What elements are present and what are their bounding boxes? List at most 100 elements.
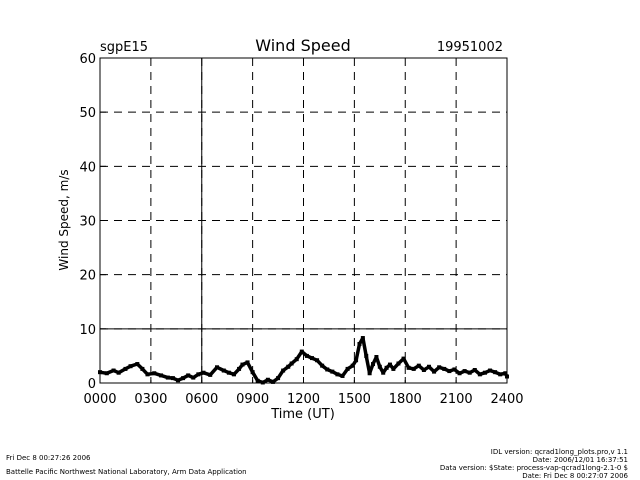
- footer-institution: Battelle Pacific Northwest National Labo…: [6, 468, 247, 476]
- wind-speed-point: [123, 366, 128, 371]
- wind-speed-point: [335, 372, 340, 377]
- wind-speed-point: [396, 361, 401, 366]
- wind-speed-point: [104, 371, 109, 376]
- wind-speed-point: [377, 364, 382, 369]
- wind-speed-point: [467, 370, 472, 375]
- grid-lines: [100, 58, 507, 383]
- wind-speed-point: [281, 368, 286, 373]
- wind-speed-point: [170, 376, 175, 381]
- wind-speed-point: [462, 369, 467, 374]
- x-tick-label: 0600: [185, 392, 218, 407]
- y-tick-label: 10: [79, 323, 96, 338]
- x-tick-label: 2400: [490, 392, 523, 407]
- x-tick-label: 1800: [389, 392, 422, 407]
- y-tick-label: 20: [79, 269, 96, 284]
- wind-speed-point: [215, 365, 220, 370]
- wind-speed-point: [325, 367, 330, 372]
- wind-speed-point: [315, 358, 320, 363]
- wind-speed-point: [128, 364, 133, 369]
- wind-speed-point: [360, 336, 365, 341]
- wind-speed-point: [159, 373, 164, 378]
- wind-speed-point: [411, 366, 416, 371]
- wind-speed-point: [309, 356, 314, 361]
- wind-speed-point: [387, 362, 392, 367]
- wind-speed-point: [270, 379, 275, 384]
- wind-speed-point: [289, 361, 294, 366]
- wind-speed-point: [135, 362, 140, 367]
- wind-speed-point: [226, 370, 231, 375]
- footer-data-version: Data version: $State: process-vap-qcrad1…: [439, 464, 628, 472]
- wind-speed-point: [304, 353, 309, 358]
- wind-speed-point: [320, 363, 325, 368]
- wind-speed-point: [381, 370, 386, 375]
- wind-speed-point: [286, 364, 291, 369]
- wind-speed-point: [255, 378, 260, 383]
- x-tick-label: 2100: [440, 392, 473, 407]
- y-tick-label: 40: [79, 160, 96, 175]
- wind-speed-point: [457, 371, 462, 376]
- wind-speed-point: [176, 378, 181, 383]
- wind-speed-point: [452, 367, 457, 372]
- wind-speed-point: [340, 373, 345, 378]
- wind-speed-point: [426, 364, 431, 369]
- wind-speed-point: [442, 366, 447, 371]
- footer-idl-version: IDL version: qcrad1long_plots.pro,v 1.1: [490, 448, 628, 456]
- footer-timestamp: Fri Dec 8 00:27:26 2006: [6, 454, 91, 462]
- wind-speed-point: [364, 353, 369, 358]
- wind-speed-point: [140, 366, 145, 371]
- wind-speed-point: [345, 366, 350, 371]
- wind-speed-point: [503, 371, 508, 376]
- footer-idl-date: Date: 2006/12/01 16:37:51: [532, 456, 628, 464]
- wind-speed-point: [498, 372, 503, 377]
- x-tick-label: 0300: [134, 392, 167, 407]
- y-tick-label: 30: [79, 215, 96, 230]
- wind-speed-point: [260, 380, 265, 385]
- wind-speed-point: [354, 358, 359, 363]
- wind-speed-point: [374, 355, 379, 359]
- wind-speed-point: [384, 365, 389, 370]
- x-tick-label: 0000: [83, 392, 116, 407]
- wind-speed-point: [488, 368, 493, 373]
- wind-speed-point: [196, 372, 201, 377]
- date-label: 19951002: [437, 40, 503, 55]
- wind-speed-point: [191, 375, 196, 380]
- wind-speed-point: [421, 368, 426, 372]
- wind-speed-point: [152, 371, 157, 376]
- wind-speed-point: [111, 368, 116, 373]
- wind-speed-point: [165, 375, 170, 380]
- wind-speed-point: [350, 363, 355, 368]
- wind-speed-point: [367, 371, 372, 376]
- wind-speed-point: [299, 349, 304, 354]
- wind-speed-point: [186, 373, 191, 378]
- wind-speed-point: [237, 366, 242, 371]
- wind-speed-point: [391, 366, 396, 371]
- wind-speed-point: [250, 370, 255, 375]
- wind-speed-point: [437, 365, 442, 370]
- wind-speed-point: [447, 369, 452, 374]
- y-tick-label: 50: [79, 106, 96, 121]
- x-tick-label: 0900: [236, 392, 269, 407]
- y-tick-label: 0: [88, 377, 96, 392]
- wind-speed-point: [276, 376, 281, 381]
- wind-speed-point: [145, 372, 150, 377]
- wind-speed-point: [477, 372, 482, 377]
- wind-speed-point: [401, 356, 406, 361]
- wind-speed-point: [406, 365, 411, 370]
- wind-speed-point: [208, 372, 213, 377]
- wind-speed-point: [265, 377, 270, 382]
- wind-speed-point: [357, 342, 362, 346]
- wind-speed-point: [201, 370, 206, 375]
- wind-speed-point: [330, 369, 335, 374]
- wind-speed-point: [371, 362, 376, 367]
- wind-speed-point: [416, 363, 421, 368]
- axis-ticks: [99, 57, 508, 384]
- wind-speed-point: [231, 372, 236, 377]
- wind-speed-point: [472, 368, 477, 372]
- wind-speed-point: [98, 370, 102, 375]
- wind-speed-point: [294, 357, 299, 362]
- x-tick-label: 1500: [338, 392, 371, 407]
- reference-lines: [100, 58, 507, 383]
- wind-speed-point: [181, 376, 186, 381]
- wind-speed-point: [505, 374, 509, 379]
